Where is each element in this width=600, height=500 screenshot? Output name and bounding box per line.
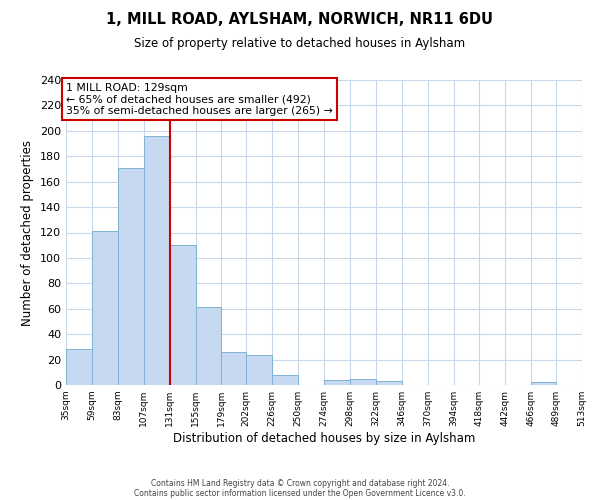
Bar xyxy=(144,136,170,385)
Bar xyxy=(531,382,556,385)
X-axis label: Distribution of detached houses by size in Aylsham: Distribution of detached houses by size … xyxy=(173,432,475,445)
Bar xyxy=(246,354,272,385)
Bar xyxy=(92,231,118,385)
Y-axis label: Number of detached properties: Number of detached properties xyxy=(22,140,34,326)
Bar xyxy=(66,350,92,385)
Bar xyxy=(350,378,376,385)
Bar xyxy=(196,308,221,385)
Bar xyxy=(324,380,350,385)
Bar xyxy=(221,352,246,385)
Text: 1 MILL ROAD: 129sqm
← 65% of detached houses are smaller (492)
35% of semi-detac: 1 MILL ROAD: 129sqm ← 65% of detached ho… xyxy=(66,82,333,116)
Bar xyxy=(376,381,402,385)
Bar xyxy=(272,375,298,385)
Text: Contains public sector information licensed under the Open Government Licence v3: Contains public sector information licen… xyxy=(134,488,466,498)
Text: Contains HM Land Registry data © Crown copyright and database right 2024.: Contains HM Land Registry data © Crown c… xyxy=(151,478,449,488)
Bar xyxy=(170,245,196,385)
Bar xyxy=(118,168,144,385)
Text: 1, MILL ROAD, AYLSHAM, NORWICH, NR11 6DU: 1, MILL ROAD, AYLSHAM, NORWICH, NR11 6DU xyxy=(107,12,493,28)
Text: Size of property relative to detached houses in Aylsham: Size of property relative to detached ho… xyxy=(134,38,466,51)
